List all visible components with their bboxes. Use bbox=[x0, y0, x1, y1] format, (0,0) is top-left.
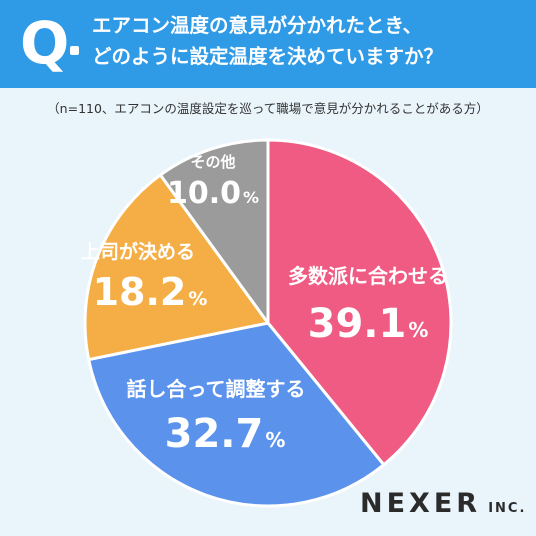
pie-slice-2 bbox=[87, 321, 386, 508]
slice-label-4: その他 bbox=[190, 153, 235, 171]
slice-value-3: 18.2% bbox=[93, 270, 208, 314]
logo-sub-text: INC. bbox=[488, 501, 527, 516]
question-text: エアコン温度の意見が分かれたとき、 どのように設定温度を決めていますか？ bbox=[92, 10, 528, 72]
question-header: Q エアコン温度の意見が分かれたとき、 どのように設定温度を決めていますか？ bbox=[0, 0, 536, 88]
q-mark: Q bbox=[20, 9, 70, 77]
question-line-1: エアコン温度の意見が分かれたとき、 bbox=[92, 14, 423, 37]
slice-value-4: 10.0% bbox=[167, 176, 259, 211]
nexer-logo: NEXER INC. bbox=[360, 488, 526, 519]
pie-slice-1 bbox=[266, 138, 453, 467]
chart-subtitle: （n=110、エアコンの温度設定を巡って職場で意見が分かれることがある方） bbox=[47, 101, 489, 116]
slice-value-2: 32.7% bbox=[165, 411, 286, 457]
slice-label-1: 多数派に合わせる bbox=[288, 264, 448, 288]
slice-label-2: 話し合って調整する bbox=[127, 377, 306, 401]
logo-main-text: NEXER bbox=[360, 488, 482, 519]
q-dot bbox=[70, 46, 79, 55]
slice-label-3: 上司が決める bbox=[81, 240, 195, 263]
pie-slice-3 bbox=[83, 173, 270, 362]
pie-slice-4 bbox=[158, 138, 270, 325]
question-line-2: どのように設定温度を決めていますか？ bbox=[92, 45, 444, 68]
slice-value-1: 39.1% bbox=[308, 301, 429, 347]
